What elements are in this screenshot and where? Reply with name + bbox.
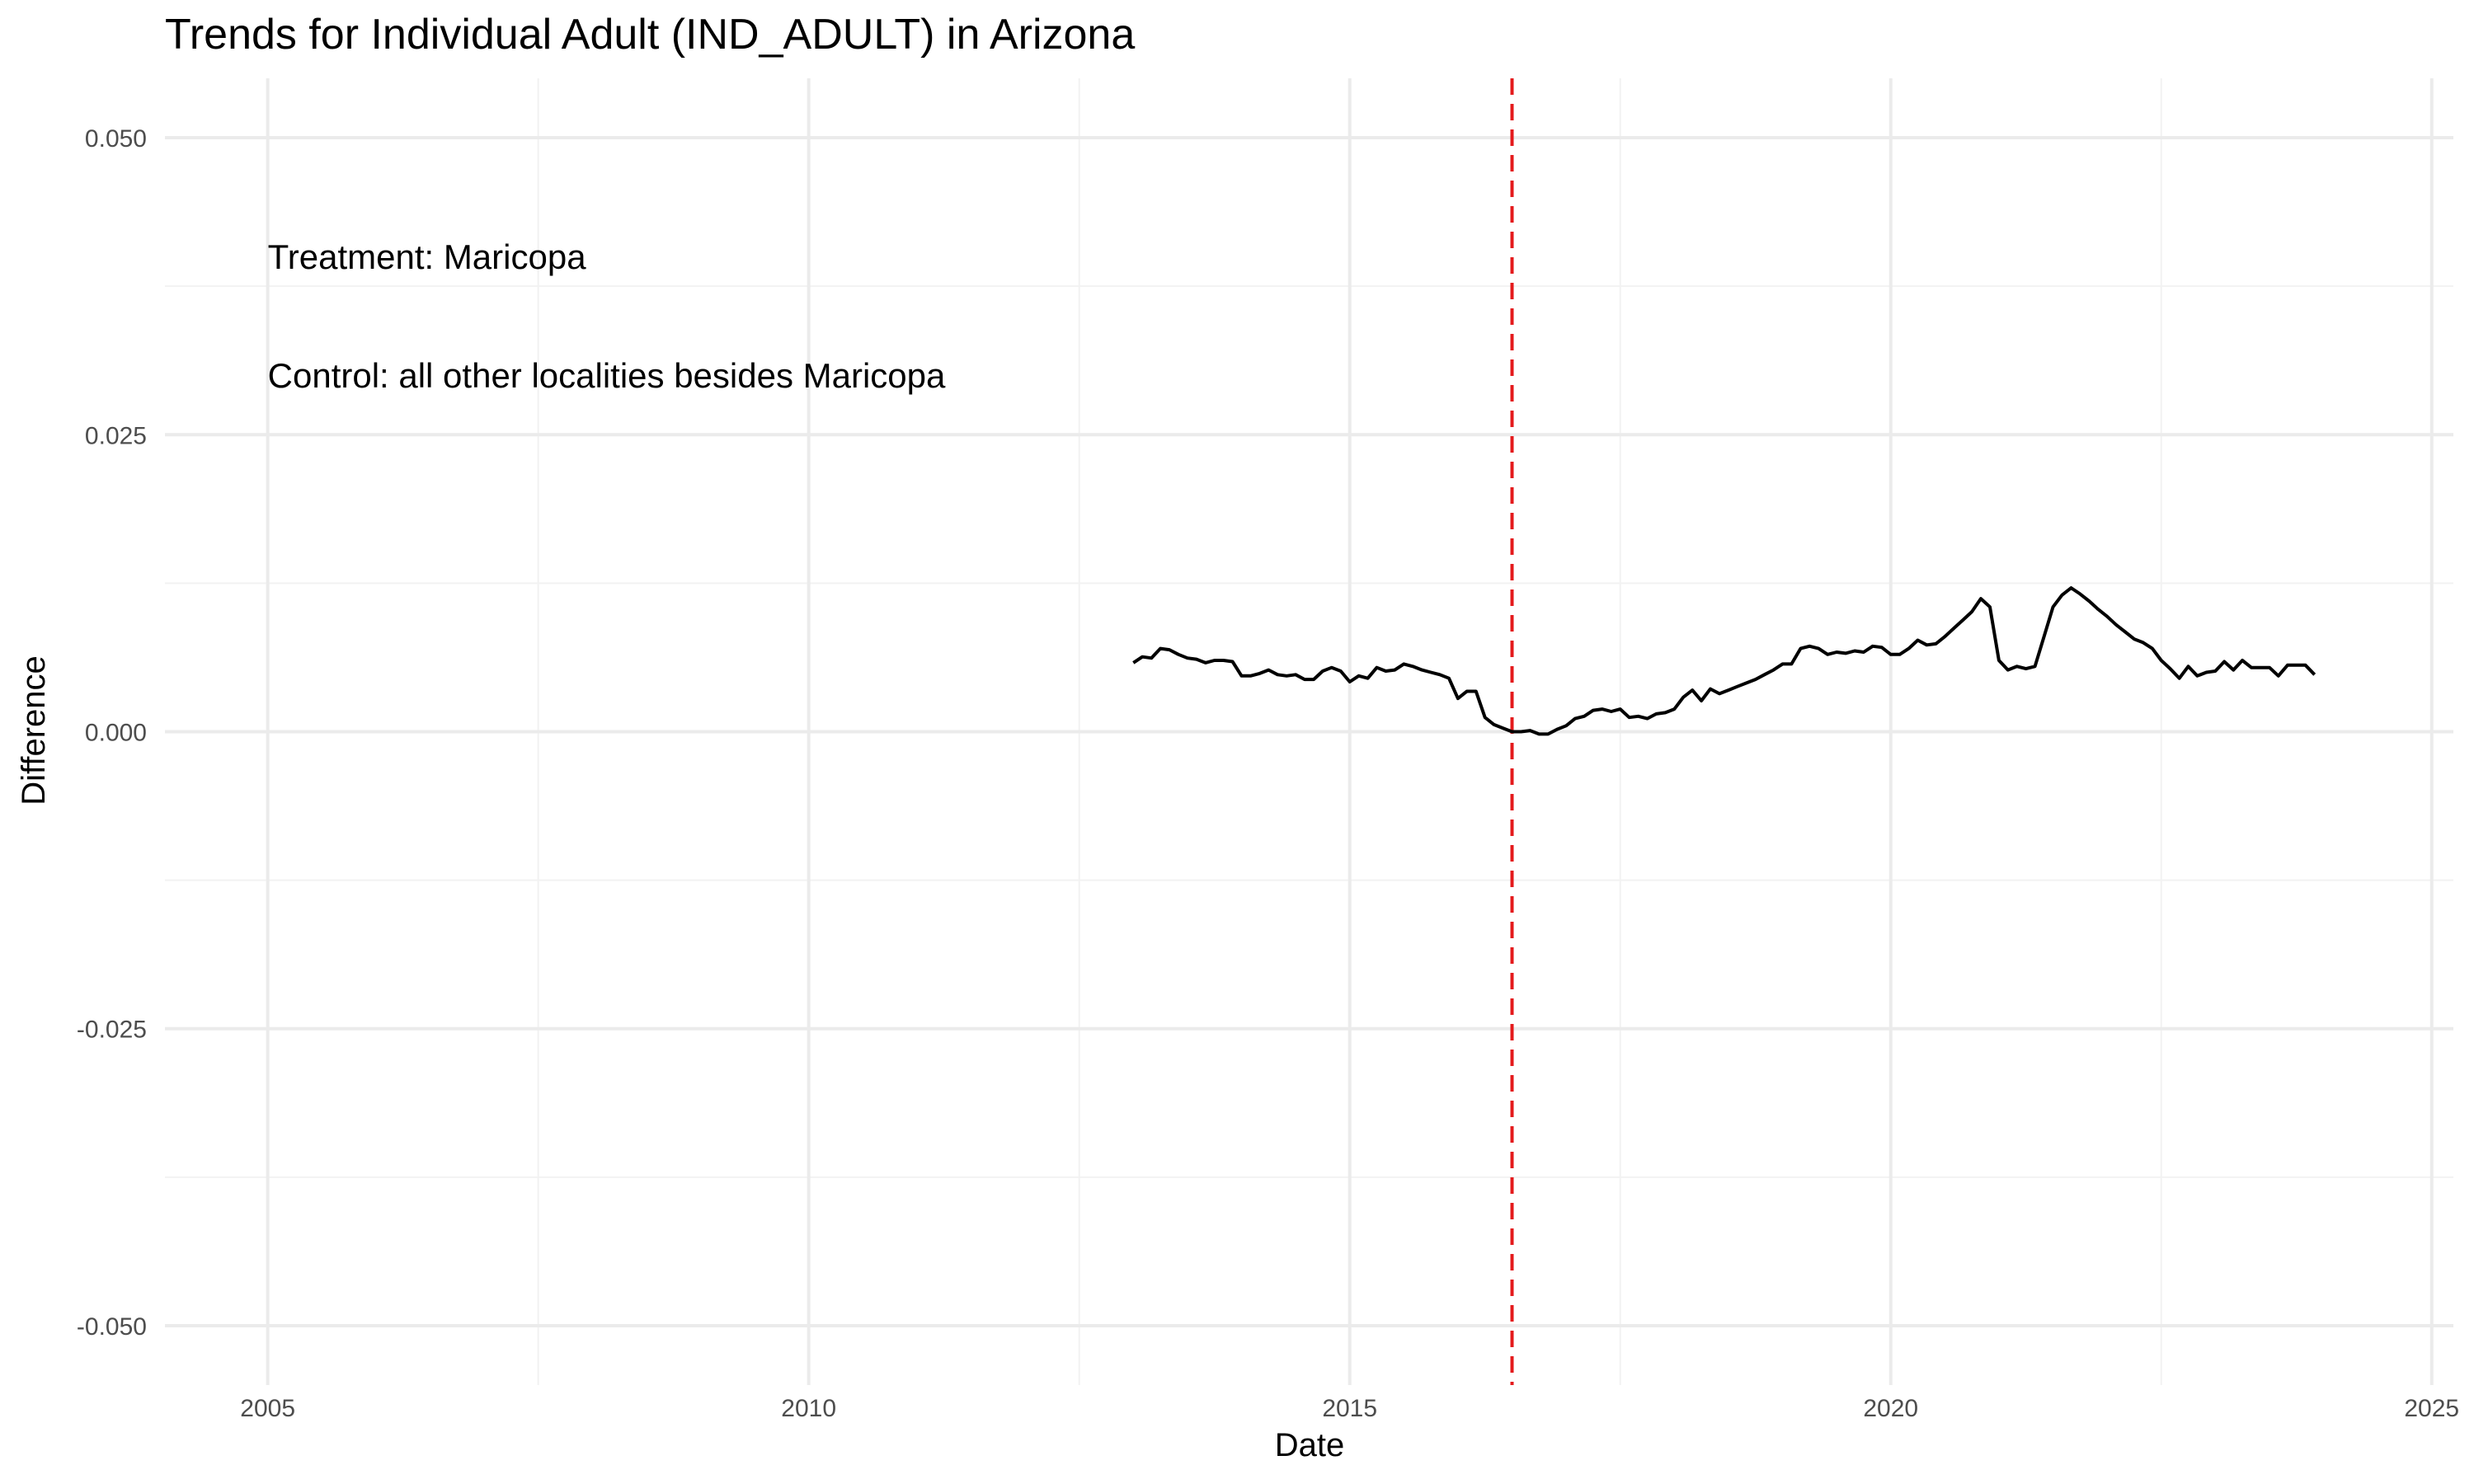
x-tick-label: 2025 bbox=[2404, 1395, 2459, 1422]
y-tick-label: -0.025 bbox=[77, 1017, 147, 1044]
y-axis-title: Difference bbox=[16, 655, 52, 805]
y-tick-label: -0.050 bbox=[77, 1313, 147, 1341]
x-tick-label: 2020 bbox=[1863, 1395, 1918, 1422]
x-tick-label: 2005 bbox=[240, 1395, 295, 1422]
annotations: Treatment: Maricopa Control: all other lo… bbox=[268, 237, 946, 395]
y-axis-ticks: -0.050 -0.025 0.000 0.025 0.050 bbox=[77, 125, 147, 1341]
annotation-text: Treatment: Maricopa bbox=[268, 237, 587, 276]
series-line bbox=[1132, 586, 2316, 736]
y-tick-label: 0.050 bbox=[85, 125, 147, 153]
x-axis-ticks: 2005 2010 2015 2020 2025 bbox=[240, 1395, 2459, 1422]
y-tick-label: 0.000 bbox=[85, 720, 147, 747]
chart-title: Trends for Individual Adult (IND_ADULT) … bbox=[165, 11, 1136, 59]
y-tick-label: 0.025 bbox=[85, 422, 147, 449]
x-axis-title: Date bbox=[1275, 1427, 1345, 1463]
annotation-text: Control: all other localities besides Ma… bbox=[268, 356, 946, 395]
x-tick-label: 2015 bbox=[1322, 1395, 1377, 1422]
grid-major-lines bbox=[165, 78, 2453, 1385]
x-tick-label: 2010 bbox=[781, 1395, 836, 1422]
